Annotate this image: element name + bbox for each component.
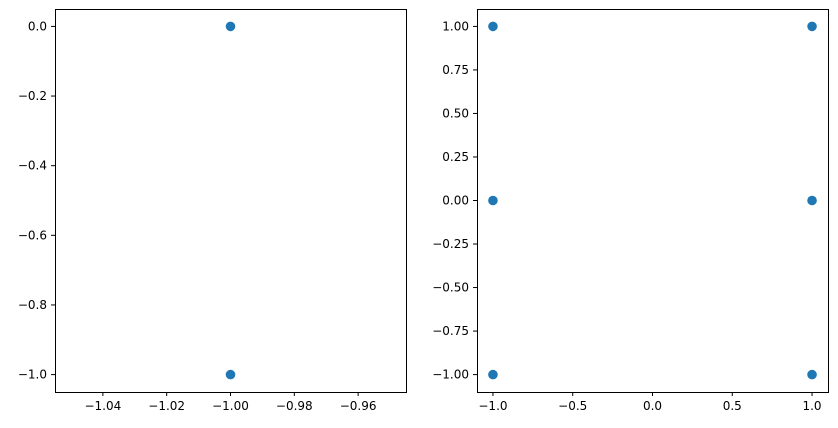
right-axes-frame [477,9,829,393]
left-y-tick-label: −1.0 [18,368,47,382]
left-y-tick-label: −0.4 [18,159,47,173]
left-y-tick-label: −0.6 [18,228,47,242]
left-y-tick-label: 0.0 [28,19,47,33]
right-scatter-point [807,195,817,206]
left-x-tick-label: −0.98 [276,399,313,413]
right-y-tick-label: 0.75 [442,63,469,77]
left-scatter-point [225,21,236,32]
right-x-tick-label: −0.5 [558,399,587,413]
left-x-tick-label: −0.96 [340,399,377,413]
left-y-tick-label: −0.2 [18,89,47,103]
left-axes-frame [55,9,407,393]
left-y-tick-label: −0.8 [18,298,47,312]
right-scatter-point [807,369,817,380]
right-y-tick-label: −0.50 [432,281,469,295]
right-y-tick-label: 1.00 [442,19,469,33]
left-x-tick-label: −1.04 [84,399,121,413]
right-x-tick-label: 0.5 [723,399,742,413]
right-x-tick-label: 0.0 [643,399,662,413]
right-scatter-point [488,369,498,380]
right-y-tick-label: −0.25 [432,237,469,251]
right-y-tick-label: 0.25 [442,150,469,164]
left-scatter-point [225,369,236,380]
right-y-tick-label: 0.00 [442,194,469,208]
left-x-tick-label: −1.00 [212,399,249,413]
left-x-tick-label: −1.02 [148,399,185,413]
right-y-tick-label: 0.50 [442,106,469,120]
right-scatter-point [807,21,817,32]
right-x-tick-label: 1.0 [802,399,821,413]
left-scatter-plot: −1.04 −1.02 −1.00 −0.98 −0.96 0.0 −0.2 −0.4 −0.6… [18,9,407,413]
right-scatter-point [488,195,498,206]
right-y-tick-label: −0.75 [432,324,469,338]
right-scatter-plot: −1.0 −0.5 0.0 0.5 1.0 1.00 0.75 0.50 0.25 0.00 −0.… [432,9,829,413]
right-x-tick-label: −1.0 [478,399,507,413]
right-scatter-point [488,21,498,32]
right-y-tick-label: −1.00 [432,368,469,382]
